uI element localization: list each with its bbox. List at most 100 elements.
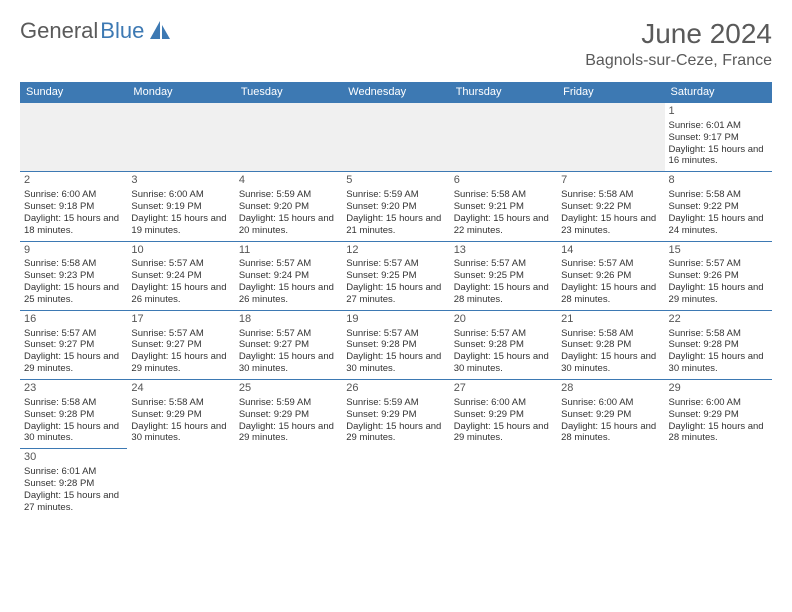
daylight-line: Daylight: 15 hours and 26 minutes. [131,282,230,306]
daylight-line: Daylight: 15 hours and 28 minutes. [454,282,553,306]
sunrise-line: Sunrise: 5:58 AM [131,397,230,409]
sunset-line: Sunset: 9:19 PM [131,201,230,213]
sunrise-line: Sunrise: 5:59 AM [346,189,445,201]
weekday-sat: Saturday [665,82,772,103]
day-cell: 17Sunrise: 5:57 AMSunset: 9:27 PMDayligh… [127,310,234,379]
day-number: 4 [239,174,338,188]
sunrise-line: Sunrise: 6:01 AM [669,120,768,132]
daylight-line: Daylight: 15 hours and 27 minutes. [346,282,445,306]
sunset-line: Sunset: 9:29 PM [669,409,768,421]
weekday-mon: Monday [127,82,234,103]
empty-cell [342,103,449,172]
day-number: 24 [131,382,230,396]
daylight-line: Daylight: 15 hours and 19 minutes. [131,213,230,237]
daylight-line: Daylight: 15 hours and 29 minutes. [131,351,230,375]
sunset-line: Sunset: 9:27 PM [239,339,338,351]
empty-cell [127,103,234,172]
sunset-line: Sunset: 9:22 PM [561,201,660,213]
sunrise-line: Sunrise: 6:00 AM [669,397,768,409]
daylight-line: Daylight: 15 hours and 28 minutes. [669,421,768,445]
sunset-line: Sunset: 9:29 PM [346,409,445,421]
day-cell: 20Sunrise: 5:57 AMSunset: 9:28 PMDayligh… [450,310,557,379]
sunrise-line: Sunrise: 5:57 AM [131,328,230,340]
day-cell: 6Sunrise: 5:58 AMSunset: 9:21 PMDaylight… [450,172,557,241]
sunrise-line: Sunrise: 5:58 AM [561,189,660,201]
daylight-line: Daylight: 15 hours and 29 minutes. [24,351,123,375]
day-cell: 12Sunrise: 5:57 AMSunset: 9:25 PMDayligh… [342,241,449,310]
daylight-line: Daylight: 15 hours and 28 minutes. [561,282,660,306]
day-cell: 14Sunrise: 5:57 AMSunset: 9:26 PMDayligh… [557,241,664,310]
empty-cell [665,449,772,518]
day-number: 7 [561,174,660,188]
sunrise-line: Sunrise: 5:58 AM [24,397,123,409]
daylight-line: Daylight: 15 hours and 30 minutes. [346,351,445,375]
weekday-header-row: Sunday Monday Tuesday Wednesday Thursday… [20,82,772,103]
daylight-line: Daylight: 15 hours and 30 minutes. [561,351,660,375]
empty-cell [235,449,342,518]
sunset-line: Sunset: 9:20 PM [346,201,445,213]
daylight-line: Daylight: 15 hours and 23 minutes. [561,213,660,237]
sunset-line: Sunset: 9:28 PM [561,339,660,351]
sunset-line: Sunset: 9:23 PM [24,270,123,282]
day-number: 22 [669,313,768,327]
day-cell: 10Sunrise: 5:57 AMSunset: 9:24 PMDayligh… [127,241,234,310]
day-cell: 15Sunrise: 5:57 AMSunset: 9:26 PMDayligh… [665,241,772,310]
sunrise-line: Sunrise: 5:58 AM [24,258,123,270]
day-cell: 26Sunrise: 5:59 AMSunset: 9:29 PMDayligh… [342,380,449,449]
day-cell: 18Sunrise: 5:57 AMSunset: 9:27 PMDayligh… [235,310,342,379]
day-number: 9 [24,244,123,258]
daylight-line: Daylight: 15 hours and 27 minutes. [24,490,123,514]
sunset-line: Sunset: 9:25 PM [346,270,445,282]
page: GeneralBlue June 2024 Bagnols-sur-Ceze, … [0,0,792,528]
day-number: 12 [346,244,445,258]
sunset-line: Sunset: 9:17 PM [669,132,768,144]
sunrise-line: Sunrise: 5:57 AM [346,328,445,340]
sunset-line: Sunset: 9:28 PM [454,339,553,351]
day-number: 13 [454,244,553,258]
day-cell: 30Sunrise: 6:01 AMSunset: 9:28 PMDayligh… [20,449,127,518]
header-right: June 2024 Bagnols-sur-Ceze, France [585,18,772,70]
day-number: 6 [454,174,553,188]
day-number: 10 [131,244,230,258]
sunset-line: Sunset: 9:28 PM [669,339,768,351]
daylight-line: Daylight: 15 hours and 22 minutes. [454,213,553,237]
weekday-wed: Wednesday [342,82,449,103]
day-cell: 28Sunrise: 6:00 AMSunset: 9:29 PMDayligh… [557,380,664,449]
day-number: 17 [131,313,230,327]
calendar-row: 23Sunrise: 5:58 AMSunset: 9:28 PMDayligh… [20,380,772,449]
day-cell: 23Sunrise: 5:58 AMSunset: 9:28 PMDayligh… [20,380,127,449]
sunset-line: Sunset: 9:29 PM [454,409,553,421]
sunrise-line: Sunrise: 5:59 AM [346,397,445,409]
day-number: 11 [239,244,338,258]
day-cell: 16Sunrise: 5:57 AMSunset: 9:27 PMDayligh… [20,310,127,379]
logo-text-2: Blue [100,18,144,44]
day-cell: 27Sunrise: 6:00 AMSunset: 9:29 PMDayligh… [450,380,557,449]
day-cell: 8Sunrise: 5:58 AMSunset: 9:22 PMDaylight… [665,172,772,241]
sunrise-line: Sunrise: 5:58 AM [669,328,768,340]
day-number: 3 [131,174,230,188]
daylight-line: Daylight: 15 hours and 20 minutes. [239,213,338,237]
day-number: 27 [454,382,553,396]
weekday-thu: Thursday [450,82,557,103]
sunrise-line: Sunrise: 5:57 AM [239,328,338,340]
calendar-body: 1Sunrise: 6:01 AMSunset: 9:17 PMDaylight… [20,103,772,518]
sunrise-line: Sunrise: 5:58 AM [669,189,768,201]
day-number: 25 [239,382,338,396]
day-number: 5 [346,174,445,188]
sunset-line: Sunset: 9:18 PM [24,201,123,213]
daylight-line: Daylight: 15 hours and 18 minutes. [24,213,123,237]
sunrise-line: Sunrise: 5:58 AM [561,328,660,340]
sunrise-line: Sunrise: 5:57 AM [346,258,445,270]
daylight-line: Daylight: 15 hours and 30 minutes. [454,351,553,375]
day-cell: 2Sunrise: 6:00 AMSunset: 9:18 PMDaylight… [20,172,127,241]
sunset-line: Sunset: 9:29 PM [131,409,230,421]
calendar-row: 9Sunrise: 5:58 AMSunset: 9:23 PM Daylight… [20,241,772,310]
day-cell: 4Sunrise: 5:59 AMSunset: 9:20 PMDaylight… [235,172,342,241]
sunrise-line: Sunrise: 6:01 AM [24,466,123,478]
day-number: 2 [24,174,123,188]
sunset-line: Sunset: 9:28 PM [24,409,123,421]
sunset-line: Sunset: 9:27 PM [131,339,230,351]
sunset-line: Sunset: 9:28 PM [346,339,445,351]
logo-text-1: General [20,18,98,44]
header: GeneralBlue June 2024 Bagnols-sur-Ceze, … [20,18,772,70]
